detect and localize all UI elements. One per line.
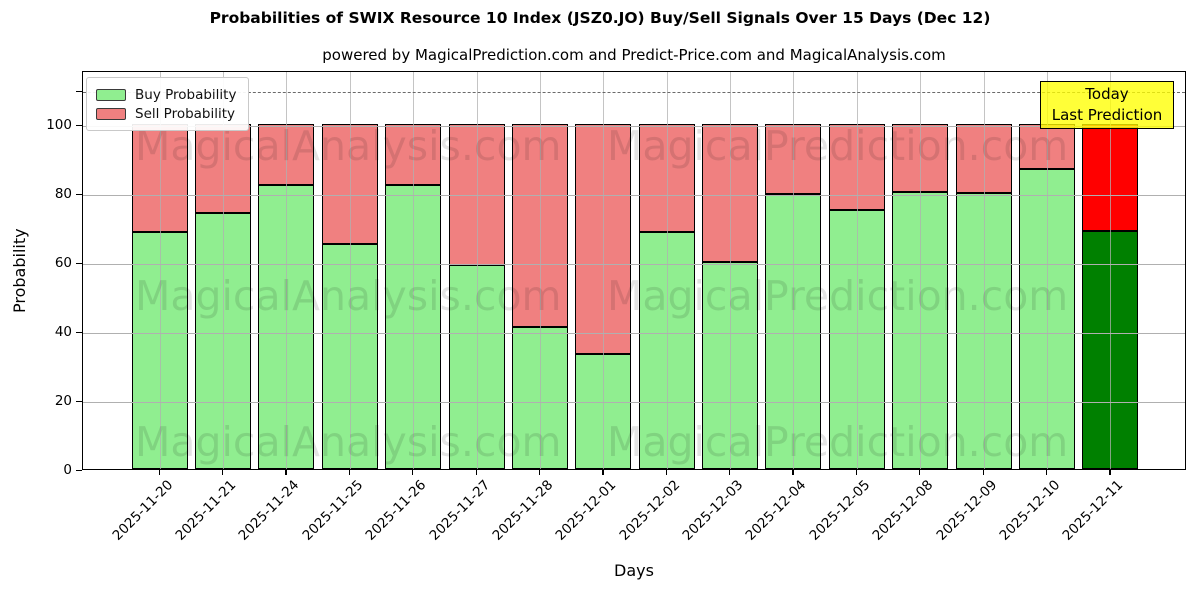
legend: Buy Probability Sell Probability (86, 77, 250, 131)
watermark-text: MagicalAnalysis.com (135, 418, 562, 466)
x-tick-mark (475, 470, 477, 475)
gridline-vertical (159, 72, 161, 469)
x-tick-mark (919, 470, 921, 475)
x-tick-mark (412, 470, 414, 475)
y-tick-label: 0 (63, 462, 72, 478)
gridline-vertical (793, 72, 795, 469)
gridline-horizontal (83, 402, 1185, 403)
gridline-vertical (603, 72, 605, 469)
gridline-horizontal (83, 333, 1185, 334)
watermark-text: MagicalPrediction.com (607, 122, 1069, 170)
watermark-text: MagicalPrediction.com (607, 418, 1069, 466)
watermark-text: MagicalAnalysis.com (135, 272, 562, 320)
today-annotation-line2: Last Prediction (1051, 106, 1163, 124)
today-annotation: Today Last Prediction (1040, 81, 1174, 129)
chart-subtitle: powered by MagicalPrediction.com and Pre… (322, 46, 946, 64)
x-tick-mark (285, 470, 287, 475)
gridline-vertical (856, 72, 858, 469)
chart-title: Probabilities of SWIX Resource 10 Index … (209, 9, 991, 27)
gridline-horizontal (83, 195, 1185, 196)
y-tick-label: 100 (46, 117, 72, 133)
x-tick-mark (729, 470, 731, 475)
dashed-threshold-line (83, 91, 1185, 93)
y-tick-mark (76, 125, 82, 127)
y-tick-mark (76, 194, 82, 196)
x-tick-mark (982, 470, 984, 475)
buy-swatch-icon (96, 88, 126, 101)
y-tick-mark (76, 263, 82, 265)
legend-item-buy: Buy Probability (96, 85, 236, 104)
x-tick-mark (158, 470, 160, 475)
y-tick-label: 40 (54, 324, 72, 340)
y-tick-label: 80 (54, 186, 72, 202)
gridline-vertical (730, 72, 732, 469)
gridline-vertical (920, 72, 922, 469)
y-tick-mark (76, 90, 82, 92)
sell-swatch-icon (96, 107, 126, 120)
legend-label-sell: Sell Probability (135, 105, 236, 122)
x-tick-mark (665, 470, 667, 475)
y-tick-mark (76, 470, 82, 472)
y-tick-label: 60 (54, 255, 72, 271)
y-tick-label: 20 (54, 393, 72, 409)
x-tick-mark (538, 470, 541, 475)
x-tick-mark (602, 470, 604, 475)
y-tick-mark (76, 401, 82, 403)
today-annotation-line1: Today (1085, 85, 1129, 103)
x-tick-mark (1109, 470, 1111, 475)
x-tick-mark (1045, 470, 1048, 475)
legend-label-buy: Buy Probability (135, 86, 237, 103)
x-tick-mark (222, 470, 224, 475)
gridline-horizontal (83, 264, 1185, 265)
x-axis-label: Days (614, 561, 654, 580)
gridline-horizontal (83, 126, 1185, 127)
gridline-vertical (539, 72, 541, 469)
gridline-vertical (1110, 72, 1112, 469)
watermark-text: MagicalPrediction.com (607, 272, 1069, 320)
gridline-vertical (349, 72, 351, 469)
gridline-vertical (286, 72, 288, 469)
gridline-vertical (413, 72, 415, 469)
legend-item-sell: Sell Probability (96, 104, 236, 123)
gridline-vertical (666, 72, 668, 469)
plot-area: Buy Probability Sell Probability Today L… (82, 71, 1186, 470)
x-tick-mark (792, 470, 794, 475)
x-tick-mark (855, 470, 858, 475)
y-tick-mark (76, 332, 82, 334)
gridline-vertical (1046, 72, 1048, 469)
gridline-vertical (476, 72, 478, 469)
gridline-vertical (223, 72, 225, 469)
gridline-vertical (983, 72, 985, 469)
x-tick-mark (348, 470, 351, 475)
